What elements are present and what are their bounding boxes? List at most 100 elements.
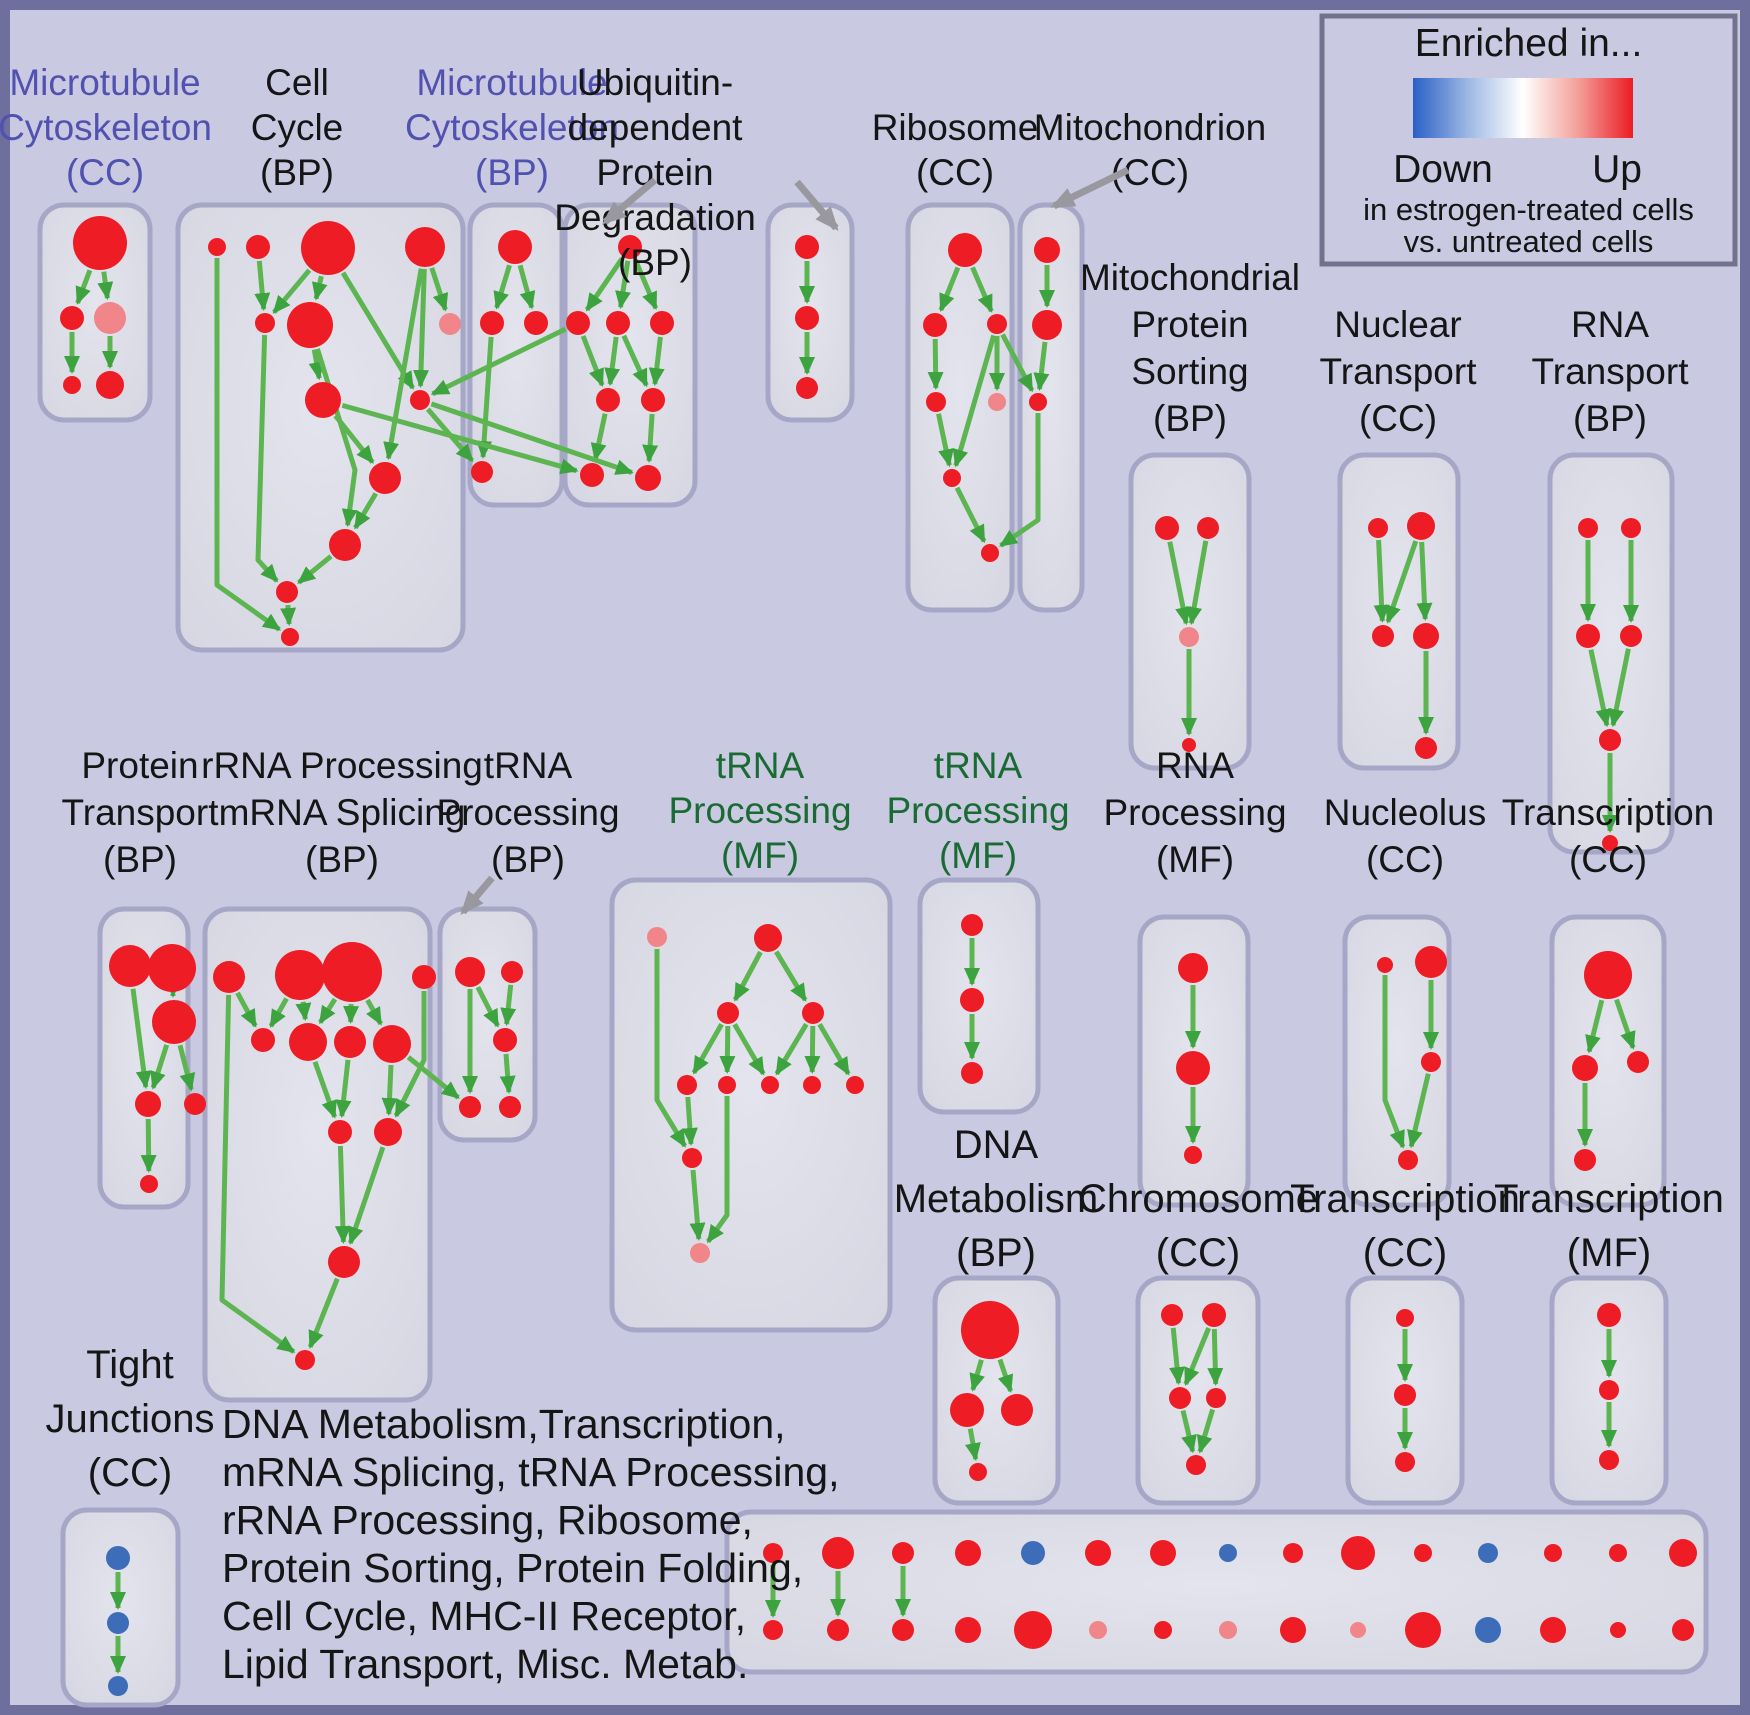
go-term-node-v3 — [796, 377, 818, 399]
go-term-node-p6 — [761, 1076, 779, 1094]
go-term-node-p4 — [677, 1075, 697, 1095]
cluster-label-rna-transport-line3: (BP) — [1573, 398, 1647, 439]
graph-edge-r6-r7 — [954, 486, 987, 544]
cluster-label-protein-transport-line2: Transport — [62, 792, 220, 833]
graph-edge-h4-k4 — [406, 1055, 460, 1100]
go-term-node-h1 — [251, 1028, 275, 1052]
go-term-node-q6 — [1602, 835, 1618, 851]
graph-edge-j1-j2 — [307, 1277, 340, 1349]
cluster-label-microtubule-cc-line1: Microtubule — [9, 62, 200, 103]
graph-edge-c4-c7 — [429, 267, 449, 312]
go-term-node-bb6 — [1089, 1621, 1107, 1639]
go-term-node-f2 — [1394, 1384, 1416, 1406]
cluster-label-rrna-mrna-line2: mRNA Splicing — [219, 792, 466, 833]
graph-edge-c10-c11 — [353, 492, 378, 530]
go-term-node-r2 — [923, 313, 947, 337]
go-term-node-c5 — [255, 313, 275, 333]
cluster-label-cell-cycle-line3: (BP) — [260, 152, 334, 193]
legend-up-label: Up — [1592, 148, 1642, 191]
go-term-node-e5 — [1186, 1455, 1206, 1475]
graph-edge-c1-c13 — [214, 258, 282, 632]
graph-edge-b3a-b3b — [493, 264, 512, 310]
legend-gradient-bar — [1413, 78, 1633, 138]
go-term-node-c8 — [305, 382, 341, 418]
cluster-label-nucleolus-line2: (CC) — [1366, 839, 1444, 880]
graph-edge-g1-h1 — [235, 991, 258, 1028]
go-term-node-bt8 — [1219, 1544, 1237, 1562]
graph-edge-p2-p6 — [732, 1022, 766, 1076]
graph-edge-e3-e5 — [1180, 1410, 1197, 1454]
label-pointer-arrow-1 — [601, 177, 658, 225]
go-term-node-f1 — [1396, 1309, 1414, 1327]
go-term-node-w1 — [961, 914, 983, 936]
go-term-node-s2 — [1197, 517, 1219, 539]
go-term-node-bt6 — [1085, 1540, 1111, 1566]
graph-edge-h4-i2 — [381, 1064, 398, 1116]
cluster-label-ubiquitin-line4: Degradation — [554, 197, 756, 238]
go-term-node-u3R — [641, 388, 665, 412]
graph-edge-u2C-u3R — [621, 334, 649, 388]
go-term-node-f3 — [1395, 1452, 1415, 1472]
go-term-node-q3 — [1576, 624, 1600, 648]
go-term-node-b3c — [524, 311, 548, 335]
cluster-label-mitochondrion-line1: Mitochondrion — [1034, 107, 1266, 148]
go-term-node-c6 — [287, 302, 333, 348]
go-term-node-o3 — [1599, 1450, 1619, 1470]
go-term-node-k1 — [455, 957, 485, 987]
graph-edge-g4-i2 — [393, 991, 427, 1118]
graph-edge-p3-p8 — [817, 1022, 851, 1076]
graph-edge-y3-y4 — [1407, 1073, 1431, 1149]
graph-edge-c3-c9 — [340, 271, 415, 390]
go-term-node-u2L — [566, 311, 590, 335]
go-term-node-bt4 — [955, 1540, 981, 1566]
go-term-node-r7 — [981, 544, 999, 562]
graph-edge-g3-h4 — [365, 998, 383, 1026]
graph-edge-c12-c13 — [280, 604, 297, 626]
graph-edge-c3-c6 — [311, 275, 328, 301]
go-term-node-e4 — [1206, 1388, 1226, 1408]
label-pointer-arrow-2 — [794, 179, 839, 232]
go-term-node-y3 — [1421, 1052, 1441, 1072]
go-term-node-bb7 — [1154, 1621, 1172, 1639]
go-term-node-u2C — [606, 311, 630, 335]
note-text-line5: Cell Cycle, MHC-II Receptor, — [222, 1593, 746, 1639]
graph-edge-p4-p9 — [681, 1096, 698, 1146]
go-term-node-g4 — [412, 965, 436, 989]
graph-edge-c5-c12 — [255, 334, 279, 583]
graph-edge-u1-u2C — [615, 260, 631, 310]
graph-edge-c8-u4L — [341, 402, 579, 475]
graph-edge-y1-y4 — [1382, 975, 1406, 1149]
go-term-node-p7 — [803, 1076, 821, 1094]
graph-edge-u2C-u3L — [604, 336, 621, 387]
go-term-node-e3 — [1169, 1387, 1191, 1409]
cluster-label-transcription-cc-row3-line1: Transcription — [1290, 1177, 1520, 1221]
legend-title: Enriched in... — [1415, 22, 1643, 65]
graph-edge-g3-h2 — [318, 997, 338, 1025]
go-term-node-h4 — [373, 1025, 411, 1063]
graph-edge-q3-q5 — [1588, 649, 1612, 728]
graph-edge-e4-e5 — [1196, 1408, 1215, 1454]
go-term-node-bt7 — [1150, 1540, 1176, 1566]
note-text-line6: Lipid Transport, Misc. Metab. — [222, 1641, 748, 1687]
go-term-node-t3 — [1029, 393, 1047, 411]
go-term-node-n3 — [1372, 625, 1394, 647]
graph-edge-n2-n3 — [1385, 540, 1419, 624]
go-term-node-bt13 — [1544, 1544, 1562, 1562]
go-term-node-c13 — [281, 628, 299, 646]
cluster-label-rna-processing-mf-line1: RNA — [1156, 745, 1234, 786]
go-term-node-i2 — [374, 1118, 402, 1146]
go-term-node-a3 — [152, 1000, 196, 1044]
go-term-node-k5 — [499, 1096, 521, 1118]
cluster-label-trna-bp-line3: (BP) — [491, 839, 565, 880]
cluster-label-nuclear-transport-line2: Transport — [1320, 351, 1478, 392]
cluster-label-chromosome-line1: Chromosome — [1078, 1177, 1318, 1221]
graph-edge-p9-p10 — [689, 1169, 706, 1241]
cluster-label-rrna-mrna-line1: rRNA Processing — [201, 745, 483, 786]
graph-edge-t2-t3 — [1033, 341, 1050, 392]
go-term-node-r1 — [948, 233, 982, 267]
cluster-box-nuclear-transport — [1337, 452, 1461, 771]
go-term-node-q1 — [1578, 518, 1598, 538]
go-term-node-c11 — [329, 529, 361, 561]
go-term-node-q4 — [1620, 625, 1642, 647]
